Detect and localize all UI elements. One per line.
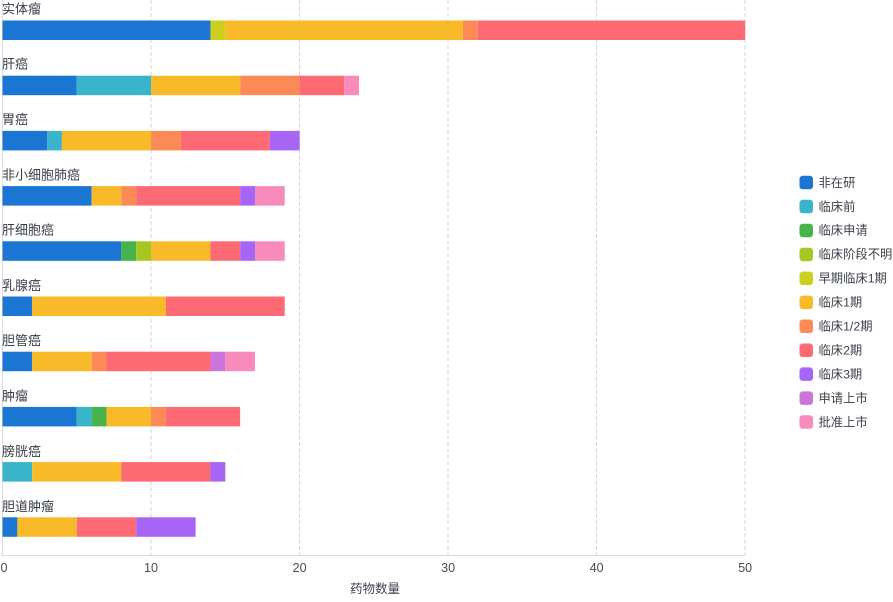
svg-text:肝癌: 肝癌 [2, 57, 28, 72]
svg-text:早期临床1期: 早期临床1期 [819, 272, 887, 286]
svg-text:批准上市: 批准上市 [819, 414, 868, 429]
svg-text:胃癌: 胃癌 [2, 112, 28, 127]
svg-text:肿瘤: 肿瘤 [2, 389, 28, 404]
svg-text:临床1/2期: 临床1/2期 [819, 320, 873, 334]
svg-text:非小细胞肺癌: 非小细胞肺癌 [2, 167, 80, 182]
svg-text:临床前: 临床前 [819, 199, 856, 214]
svg-text:临床1期: 临床1期 [819, 296, 863, 310]
svg-text:肝细胞癌: 肝细胞癌 [2, 223, 54, 238]
svg-text:40: 40 [590, 561, 604, 575]
svg-text:临床申请: 临床申请 [819, 224, 868, 238]
svg-text:10: 10 [144, 561, 158, 575]
svg-text:50: 50 [738, 561, 752, 575]
svg-text:20: 20 [293, 561, 307, 575]
svg-text:非在研: 非在研 [819, 176, 856, 190]
svg-text:膀胱癌: 膀胱癌 [2, 444, 41, 459]
svg-text:申请上市: 申请上市 [819, 390, 868, 405]
svg-text:临床2期: 临床2期 [819, 344, 863, 358]
svg-text:实体瘤: 实体瘤 [2, 1, 41, 16]
svg-text:临床3期: 临床3期 [819, 367, 863, 381]
svg-text:药物数量: 药物数量 [350, 581, 400, 596]
svg-text:胆管癌: 胆管癌 [2, 333, 41, 348]
svg-text:30: 30 [441, 561, 455, 575]
svg-text:胆道肿瘤: 胆道肿瘤 [2, 499, 54, 514]
svg-text:0: 0 [1, 561, 8, 575]
svg-text:乳腺癌: 乳腺癌 [2, 278, 41, 293]
svg-text:临床阶段不明: 临床阶段不明 [819, 247, 893, 262]
